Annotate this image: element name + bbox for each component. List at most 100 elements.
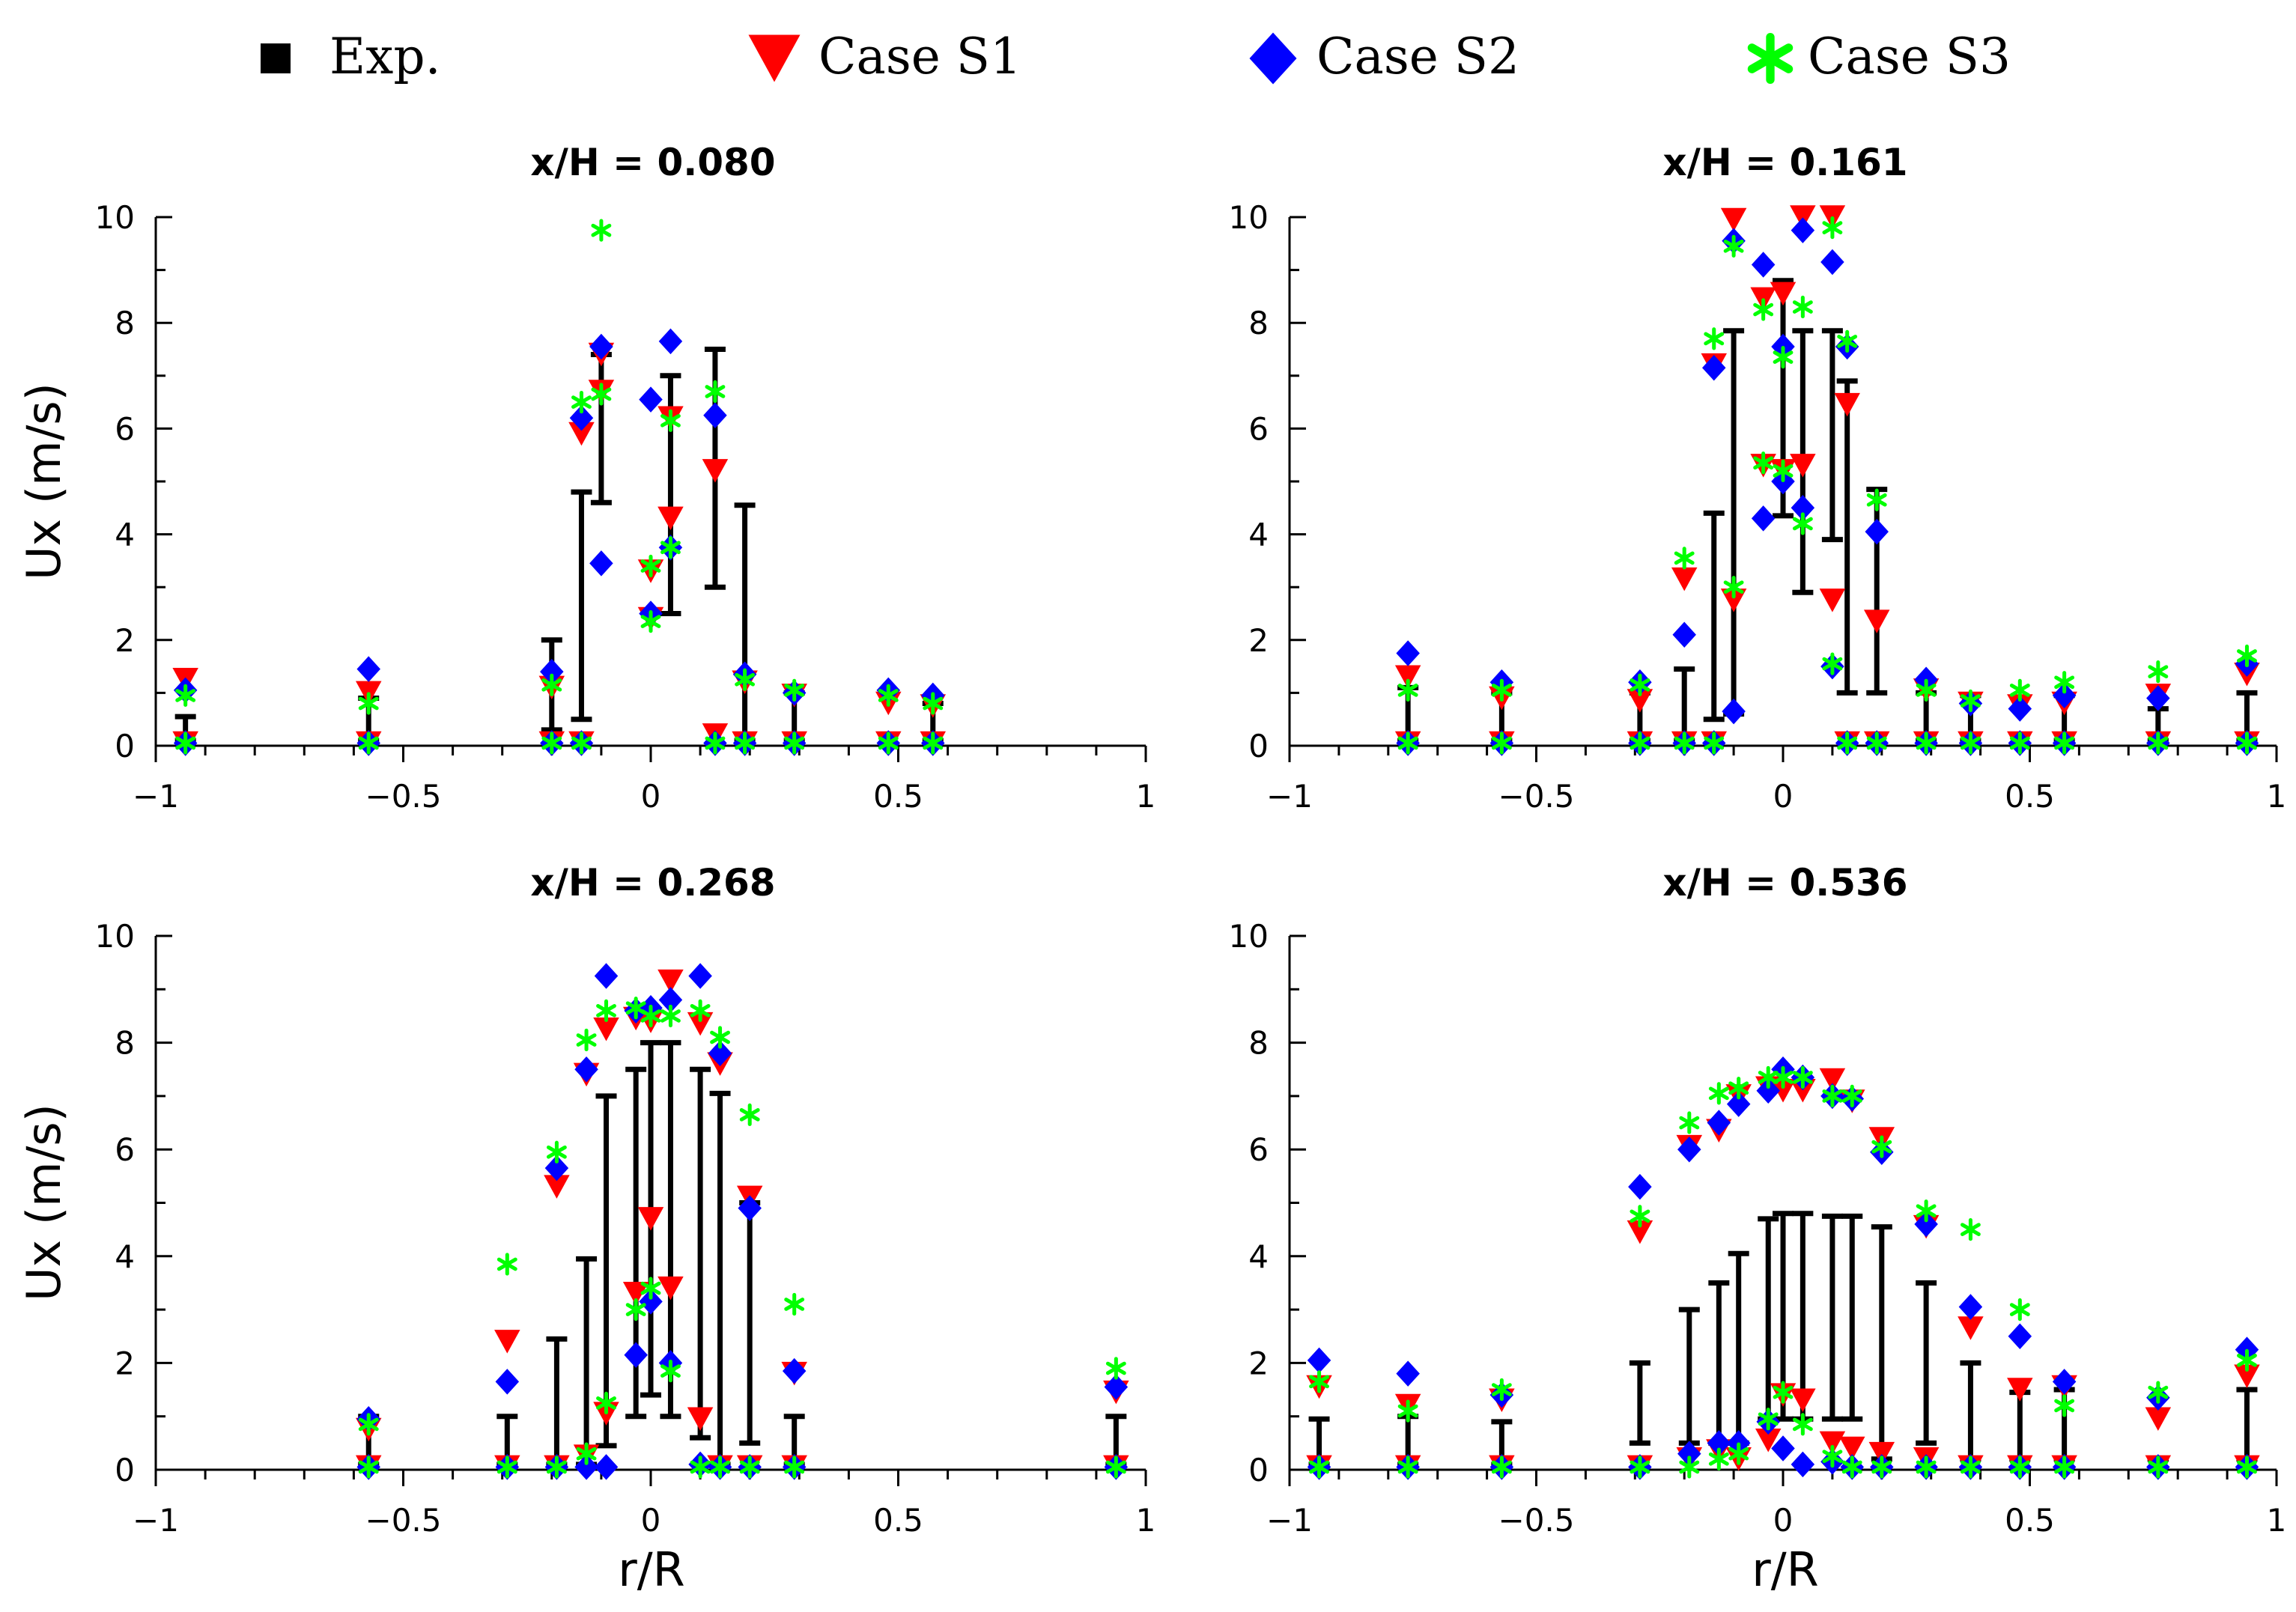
data-point-case-s3	[923, 692, 944, 715]
data-point-case-s3	[2237, 732, 2257, 755]
data-point-case-s3	[596, 999, 616, 1022]
axes	[154, 934, 1147, 1486]
data-point-case-s2	[2008, 696, 2032, 722]
x-axis-label: r/R	[618, 1542, 684, 1597]
legend-marker-case-s3	[1747, 32, 1794, 85]
data-point-case-s3	[1491, 732, 1512, 755]
data-point-case-s1	[1790, 205, 1816, 229]
y-tick-label: 6	[115, 1131, 135, 1168]
data-point-case-s1	[1868, 1441, 1895, 1466]
exp-error-bar	[1836, 378, 1858, 696]
data-point-case-s2	[639, 386, 663, 413]
exp-error-bar	[1703, 510, 1725, 723]
data-point-case-s3	[1704, 327, 1725, 350]
data-point-case-s3	[1871, 1135, 1892, 1158]
data-point-case-s3	[1728, 1077, 1749, 1100]
series-case-s3	[1397, 216, 2257, 755]
data-point-case-s3	[1630, 1205, 1650, 1228]
series-case-s3	[358, 997, 1126, 1479]
data-point-case-s3	[2237, 644, 2257, 668]
x-tick-label: 1	[1136, 1502, 1156, 1539]
data-point-case-s2	[2008, 1323, 2032, 1349]
exp-error-bar	[1728, 1250, 1749, 1446]
data-point-case-s3	[1630, 673, 1650, 696]
legend-item-case-s2: Case S2	[1249, 28, 1519, 85]
data-point-case-s3	[1773, 345, 1794, 369]
data-point-case-s2	[658, 328, 683, 355]
data-point-case-s2	[1707, 1110, 1731, 1136]
data-point-case-s3	[1841, 1084, 1862, 1108]
exp-error-bars	[1308, 1211, 2258, 1467]
x-tick-label: −0.5	[365, 778, 442, 815]
data-point-case-s3	[358, 732, 379, 755]
data-point-case-s3	[640, 609, 661, 633]
data-point-case-s3	[690, 999, 711, 1022]
data-point-case-s3	[1837, 329, 1858, 353]
data-point-case-s3	[1792, 1413, 1813, 1436]
data-point-case-s3	[1679, 1456, 1700, 1479]
legend-item-case-s3: Case S3	[1747, 28, 2011, 85]
data-point-case-s3	[546, 1140, 567, 1164]
y-tick-label: 2	[1248, 622, 1269, 659]
data-point-case-s3	[2237, 1348, 2257, 1372]
y-tick-label: 2	[115, 622, 135, 659]
data-point-case-s3	[2148, 732, 2169, 755]
y-tick-label: 4	[1248, 517, 1269, 553]
data-point-case-s2	[658, 987, 683, 1013]
data-point-case-s3	[660, 1004, 681, 1028]
data-point-case-s1	[1627, 1220, 1653, 1244]
y-axis-label: Ux (m/s)	[16, 383, 71, 580]
legend: Exp. Case S1 Case S2 Case S3	[261, 28, 2011, 85]
legend-marker-case-s1	[748, 34, 801, 82]
data-point-case-s3	[710, 1456, 730, 1479]
exp-error-bar	[1960, 1360, 1981, 1462]
x-tick-label: 1	[2267, 778, 2287, 815]
data-point-case-s1	[1627, 689, 1653, 713]
y-tick-label: 0	[115, 728, 135, 764]
data-point-case-s3	[1822, 652, 1843, 675]
data-point-case-s1	[1819, 1431, 1846, 1456]
data-point-case-s3	[1960, 732, 1981, 755]
data-point-case-s1	[622, 1281, 649, 1306]
exp-error-bar	[2236, 1387, 2258, 1462]
data-point-case-s2	[1791, 1451, 1815, 1478]
data-point-case-s2	[1722, 698, 1746, 725]
data-point-case-s2	[1865, 518, 1889, 545]
data-point-case-s3	[175, 684, 196, 708]
data-point-case-s2	[1791, 217, 1815, 243]
data-point-case-s3	[591, 219, 612, 242]
data-point-case-s3	[1866, 488, 1887, 511]
data-point-case-s2	[1672, 621, 1696, 648]
data-point-case-s3	[1822, 1445, 1843, 1468]
x-tick-label: −1	[1266, 778, 1313, 815]
legend-item-exp: Exp.	[261, 28, 441, 85]
data-point-case-s1	[1770, 1079, 1797, 1103]
data-point-case-s1	[1790, 1388, 1816, 1413]
data-point-case-s3	[1916, 1199, 1937, 1223]
x-tick-label: 0	[1773, 778, 1794, 815]
data-point-case-s3	[576, 1442, 597, 1465]
data-point-case-s2	[589, 550, 613, 577]
data-point-case-s2	[1914, 1211, 1938, 1238]
data-point-case-s1	[1819, 588, 1846, 612]
data-point-case-s3	[1704, 732, 1725, 755]
data-point-case-s3	[1841, 1456, 1862, 1479]
exp-error-bar	[1708, 1280, 1730, 1446]
data-point-case-s2	[1396, 640, 1420, 666]
data-point-case-s1	[637, 1207, 664, 1231]
data-point-case-s2	[1677, 1136, 1701, 1163]
legend-item-case-s1: Case S1	[748, 28, 1021, 85]
data-point-case-s3	[735, 668, 756, 691]
data-point-case-s2	[738, 1195, 762, 1221]
data-point-case-s3	[739, 1456, 760, 1479]
exp-error-bar	[690, 1066, 711, 1441]
x-tick-label: 0	[641, 778, 661, 815]
x-axis-label: r/R	[1752, 1542, 1818, 1597]
data-point-case-s1	[2145, 1407, 2172, 1432]
axes	[1288, 934, 2278, 1486]
exp-error-bar	[1723, 328, 1745, 717]
exp-error-bar	[1821, 328, 1843, 543]
data-point-case-s2	[1701, 354, 1726, 381]
